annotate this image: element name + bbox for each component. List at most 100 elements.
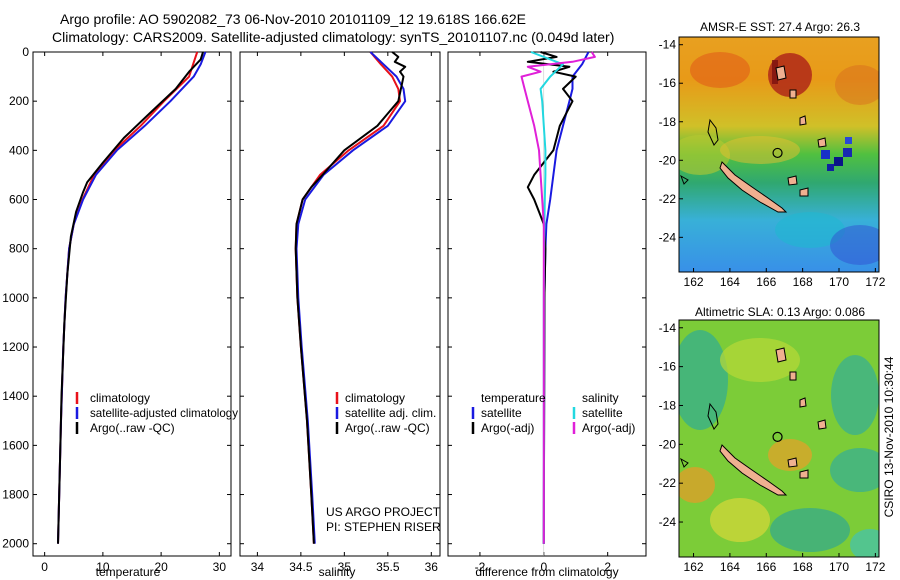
- y-tick-label: 800: [9, 242, 29, 256]
- salinity-axes-box: [239, 51, 441, 557]
- argo-float-marker: [772, 431, 783, 443]
- map-y-tick-label: -24: [659, 230, 677, 244]
- difference-xlabel: difference from climatology: [475, 565, 618, 579]
- x-tick-label: 2: [604, 560, 611, 574]
- map-y-tick-label: -18: [659, 398, 677, 412]
- loyalty-island: [799, 469, 809, 479]
- temperature-x-axis: 0 10 20 30: [41, 52, 226, 574]
- legend-sal-satellite: satellite: [582, 406, 623, 420]
- temperature-panel: 0 200 400 600 800 1000 1200 1400 1600 1800 2000 0 1…: [2, 45, 238, 579]
- x-tick-label: 0: [41, 560, 48, 574]
- legend-salinity-header: salinity: [582, 391, 619, 405]
- y-tick-label: 1400: [2, 389, 29, 403]
- map-x-tick-label: 162: [684, 275, 704, 289]
- sla-high-patch: [679, 467, 715, 503]
- series-argo: [57, 51, 204, 544]
- vanuatu-island: [775, 347, 787, 363]
- project-annotation: US ARGO PROJECT: [326, 505, 441, 519]
- x-tick-label: 35: [338, 560, 352, 574]
- map-x-tick-label: 172: [865, 275, 885, 289]
- map-x-tick-label: 168: [793, 275, 813, 289]
- map-y-tick-label: -16: [659, 76, 677, 90]
- coastline: [680, 347, 827, 496]
- legend-argo: Argo(..raw -QC): [90, 421, 175, 435]
- figure-title-line1: Argo profile: AO 5902082_73 06-Nov-2010 …: [60, 11, 526, 27]
- sla-map-panel: Altimetric SLA: 0.13 Argo: 0.086: [659, 305, 886, 574]
- argo-float-marker: [772, 147, 783, 159]
- coastline: [680, 65, 827, 213]
- salinity-profiles: [294, 51, 407, 544]
- x-tick-label: 0: [540, 560, 547, 574]
- legend-satellite: satellite-adjusted climatology: [90, 406, 238, 420]
- sla-axes-ticks: 162 164 166 168 170 172 -14 -16 -18 -20 -22 -24: [659, 321, 886, 574]
- map-x-tick-label: 166: [756, 275, 776, 289]
- sst-anomaly-pixel: [821, 150, 830, 159]
- new-caledonia-island: [719, 161, 788, 213]
- new-caledonia-island: [719, 444, 788, 496]
- temperature-xlabel: temperature: [96, 565, 161, 579]
- x-tick-label: 36: [425, 560, 439, 574]
- timestamp-label: CSIRO 13-Nov-2010 10:30:44: [882, 356, 896, 517]
- x-tick-label: 35.5: [376, 560, 400, 574]
- vanuatu-island: [817, 137, 827, 148]
- reef-outline: [680, 457, 689, 468]
- sla-mid-patch: [720, 338, 800, 382]
- legend-sal-argo: Argo(-adj): [582, 421, 635, 435]
- map-y-tick-label: -18: [659, 115, 677, 129]
- sst-anomaly-pixel: [845, 137, 852, 144]
- legend-temp-satellite: satellite: [481, 406, 522, 420]
- sst-anomaly-pixel: [834, 157, 843, 166]
- sst-warm-patch: [690, 52, 750, 88]
- vanuatu-island: [789, 371, 797, 381]
- legend-climatology: climatology: [345, 391, 405, 405]
- sst-axes-box: [678, 36, 880, 273]
- y-tick-label: 400: [9, 143, 29, 157]
- y-tick-label: 600: [9, 193, 29, 207]
- map-x-tick-label: 168: [793, 560, 813, 574]
- sst-anomaly-pixel: [827, 164, 834, 171]
- temperature-legend: climatology satellite-adjusted climatolo…: [75, 391, 238, 435]
- sst-mid-patch: [679, 135, 730, 175]
- sla-map-title: Altimetric SLA: 0.13 Argo: 0.086: [695, 305, 865, 319]
- loyalty-island: [787, 457, 798, 468]
- map-y-tick-label: -14: [659, 38, 677, 52]
- map-x-tick-label: 166: [756, 560, 776, 574]
- map-y-tick-label: -22: [659, 192, 677, 206]
- difference-profiles: [520, 51, 596, 556]
- temperature-profiles: [57, 51, 207, 544]
- legend-climatology: climatology: [90, 391, 150, 405]
- legend-temp-argo: Argo(-adj): [481, 421, 534, 435]
- map-y-tick-label: -16: [659, 360, 677, 374]
- difference-x-axis: -2 0 2: [448, 51, 646, 574]
- reef-outline: [707, 118, 719, 146]
- y-tick-label: 1000: [2, 291, 29, 305]
- x-tick-label: 34.5: [289, 560, 313, 574]
- salinity-panel: 34 34.5 35 35.5 36 salinity climatology sate…: [239, 51, 441, 579]
- sla-low-patch: [679, 330, 728, 430]
- y-tick-label: 1200: [2, 340, 29, 354]
- map-y-tick-label: -14: [659, 321, 677, 335]
- series-temperature-argo: [526, 51, 577, 544]
- figure-title-line2: Climatology: CARS2009. Satellite-adjuste…: [52, 29, 614, 45]
- x-tick-label: 10: [96, 560, 110, 574]
- vanuatu-island: [799, 115, 807, 126]
- x-tick-label: -2: [475, 560, 486, 574]
- sla-low-patch: [770, 508, 850, 552]
- salinity-legend: climatology satellite adj. clim. Argo(..…: [335, 391, 436, 435]
- legend-argo: Argo(..raw -QC): [345, 421, 430, 435]
- sst-mid-patch: [720, 136, 800, 164]
- x-tick-label: 20: [154, 560, 168, 574]
- loyalty-island: [799, 187, 809, 197]
- pi-annotation: PI: STEPHEN RISER: [326, 520, 441, 534]
- sla-field: [679, 320, 879, 557]
- salinity-xlabel: salinity: [319, 565, 356, 579]
- vanuatu-island: [775, 65, 787, 81]
- salinity-x-axis: 34 34.5 35 35.5 36: [240, 51, 440, 574]
- legend-temperature-header: temperature: [481, 391, 546, 405]
- legend-satellite: satellite adj. clim.: [345, 406, 436, 420]
- sst-cool-patch: [775, 212, 845, 248]
- map-x-tick-label: 170: [829, 275, 849, 289]
- map-y-tick-label: -24: [659, 515, 677, 529]
- sla-high-patch: [768, 439, 812, 471]
